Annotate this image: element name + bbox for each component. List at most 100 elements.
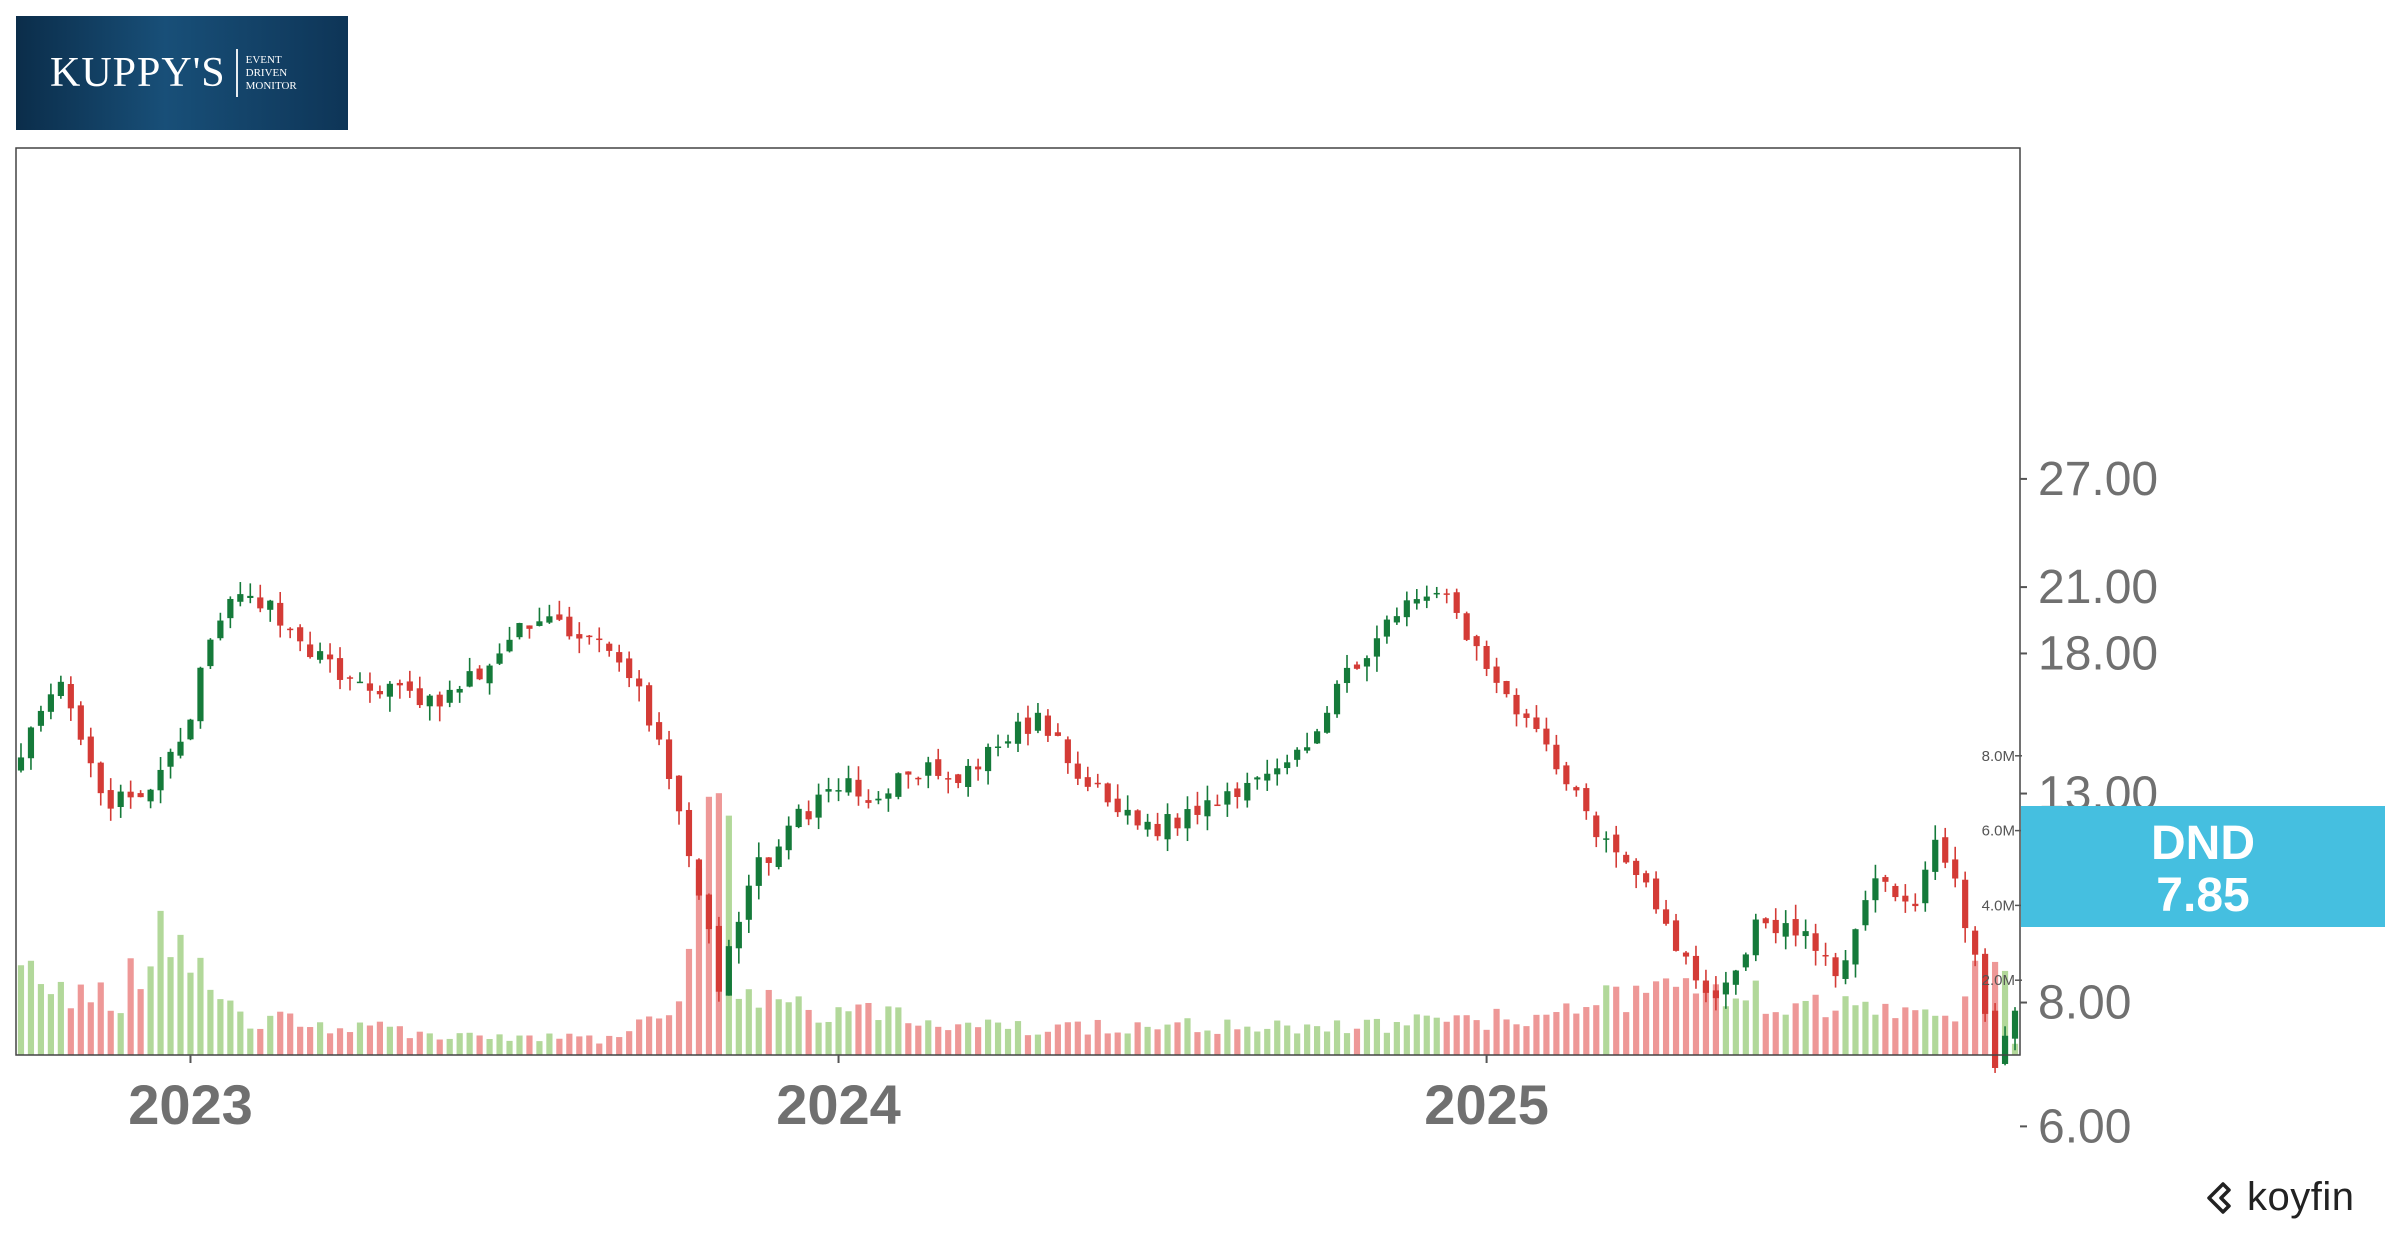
volume-bar bbox=[1104, 1033, 1111, 1055]
candle-body bbox=[87, 736, 94, 764]
plot-frame bbox=[15, 147, 2021, 1056]
volume-bar bbox=[1014, 1021, 1022, 1055]
volume-tick-label: 6.0M bbox=[1982, 823, 2015, 840]
candle-body bbox=[1304, 747, 1311, 751]
candle-body bbox=[626, 658, 633, 679]
candle-body bbox=[675, 775, 683, 812]
candle-body bbox=[1842, 960, 1849, 979]
volume-bar bbox=[1573, 1013, 1580, 1055]
volume-bar bbox=[955, 1024, 962, 1055]
volume-bar bbox=[1323, 1031, 1331, 1055]
candle-body bbox=[416, 688, 423, 706]
candle-body bbox=[865, 800, 872, 803]
candle-body bbox=[1383, 619, 1390, 637]
candle-body bbox=[1832, 957, 1839, 977]
candle-body bbox=[1732, 970, 1739, 985]
volume-bar bbox=[1652, 981, 1660, 1055]
price-tick-label: 27.00 bbox=[2038, 453, 2158, 506]
candle-body bbox=[37, 710, 45, 726]
volume-bar bbox=[1363, 1019, 1371, 1055]
volume-bar bbox=[396, 1026, 403, 1055]
candle-body bbox=[735, 921, 742, 949]
candle-body bbox=[636, 678, 643, 687]
volume-bar bbox=[556, 1038, 563, 1055]
volume-bar bbox=[1722, 1006, 1729, 1055]
x-tick-label: 2025 bbox=[1424, 1073, 1549, 1136]
candle-body bbox=[316, 651, 324, 660]
candle-body bbox=[1692, 955, 1700, 981]
candle-body bbox=[247, 595, 254, 598]
candle-body bbox=[486, 665, 493, 684]
volume-bar bbox=[1204, 1030, 1211, 1055]
candle-body bbox=[1972, 930, 1979, 955]
volume-bar bbox=[316, 1022, 324, 1055]
candle-body bbox=[1882, 877, 1889, 882]
candle-body bbox=[1593, 815, 1600, 838]
candle-body bbox=[1423, 596, 1430, 601]
volume-bar bbox=[117, 1013, 124, 1055]
volume-bar bbox=[87, 1002, 94, 1055]
volume-bar bbox=[1922, 1009, 1929, 1055]
candle-body bbox=[815, 794, 822, 818]
volume-bar bbox=[1633, 985, 1640, 1055]
candle-body bbox=[1812, 933, 1819, 951]
candle-body bbox=[665, 739, 673, 779]
x-tick-label: 2023 bbox=[128, 1073, 253, 1136]
candle-body bbox=[586, 635, 593, 638]
candle-body bbox=[1244, 782, 1251, 801]
candle-body bbox=[1553, 744, 1560, 770]
volume-bar bbox=[27, 960, 35, 1055]
candle-body bbox=[775, 846, 782, 867]
candle-body bbox=[1054, 732, 1061, 736]
volume-bar bbox=[596, 1043, 603, 1055]
logo-tagline: EVENT DRIVEN MONITOR bbox=[246, 54, 297, 93]
volume-bar bbox=[1234, 1029, 1241, 1055]
volume-bar bbox=[1284, 1025, 1291, 1055]
volume-bar bbox=[805, 1009, 812, 1055]
volume-bar bbox=[506, 1040, 513, 1055]
candle-body bbox=[17, 757, 25, 771]
candle-body bbox=[57, 681, 64, 697]
volume-bar bbox=[237, 1011, 244, 1055]
volume-bar bbox=[1144, 1026, 1151, 1055]
volume-bar bbox=[1333, 1020, 1341, 1055]
volume-bar bbox=[456, 1033, 463, 1055]
volume-bar bbox=[1782, 1014, 1789, 1055]
candle-body bbox=[1762, 918, 1769, 924]
candle-body bbox=[1633, 860, 1640, 876]
candle-body bbox=[97, 762, 104, 794]
volume-bar bbox=[665, 1015, 673, 1055]
volume-bar bbox=[257, 1028, 264, 1055]
candle-body bbox=[1184, 809, 1191, 829]
candle-body bbox=[835, 790, 842, 792]
volume-bar bbox=[626, 1031, 633, 1055]
volume-axis: 8.0M 6.0M 4.0M 2.0M bbox=[1982, 748, 2022, 989]
volume-bar bbox=[855, 1004, 862, 1055]
candle-body bbox=[905, 771, 912, 775]
volume-bar bbox=[267, 1015, 274, 1055]
volume-bar bbox=[1054, 1024, 1061, 1055]
candle-body bbox=[1004, 741, 1012, 744]
volume-bar bbox=[825, 1021, 832, 1055]
volume-bar bbox=[376, 1021, 384, 1055]
candle-body bbox=[1583, 788, 1590, 812]
candle-body bbox=[27, 727, 35, 759]
volume-bar bbox=[97, 982, 104, 1055]
volume-bar bbox=[1593, 1005, 1600, 1055]
candle-body bbox=[267, 600, 274, 610]
candle-body bbox=[1623, 854, 1630, 863]
candle-body bbox=[1393, 616, 1400, 623]
candle-body bbox=[1802, 931, 1809, 937]
volume-bar bbox=[1712, 984, 1720, 1055]
candle-body bbox=[117, 791, 124, 807]
price-candles bbox=[17, 582, 2019, 1073]
volume-bar bbox=[795, 996, 802, 1055]
candle-body bbox=[237, 594, 244, 602]
volume-bar bbox=[1732, 998, 1739, 1055]
logo-tagline-line: MONITOR bbox=[245, 79, 297, 92]
volume-bar bbox=[1274, 1020, 1281, 1055]
volume-bar bbox=[1044, 1031, 1052, 1055]
volume-bar bbox=[984, 1019, 992, 1055]
candle-body bbox=[227, 598, 234, 619]
